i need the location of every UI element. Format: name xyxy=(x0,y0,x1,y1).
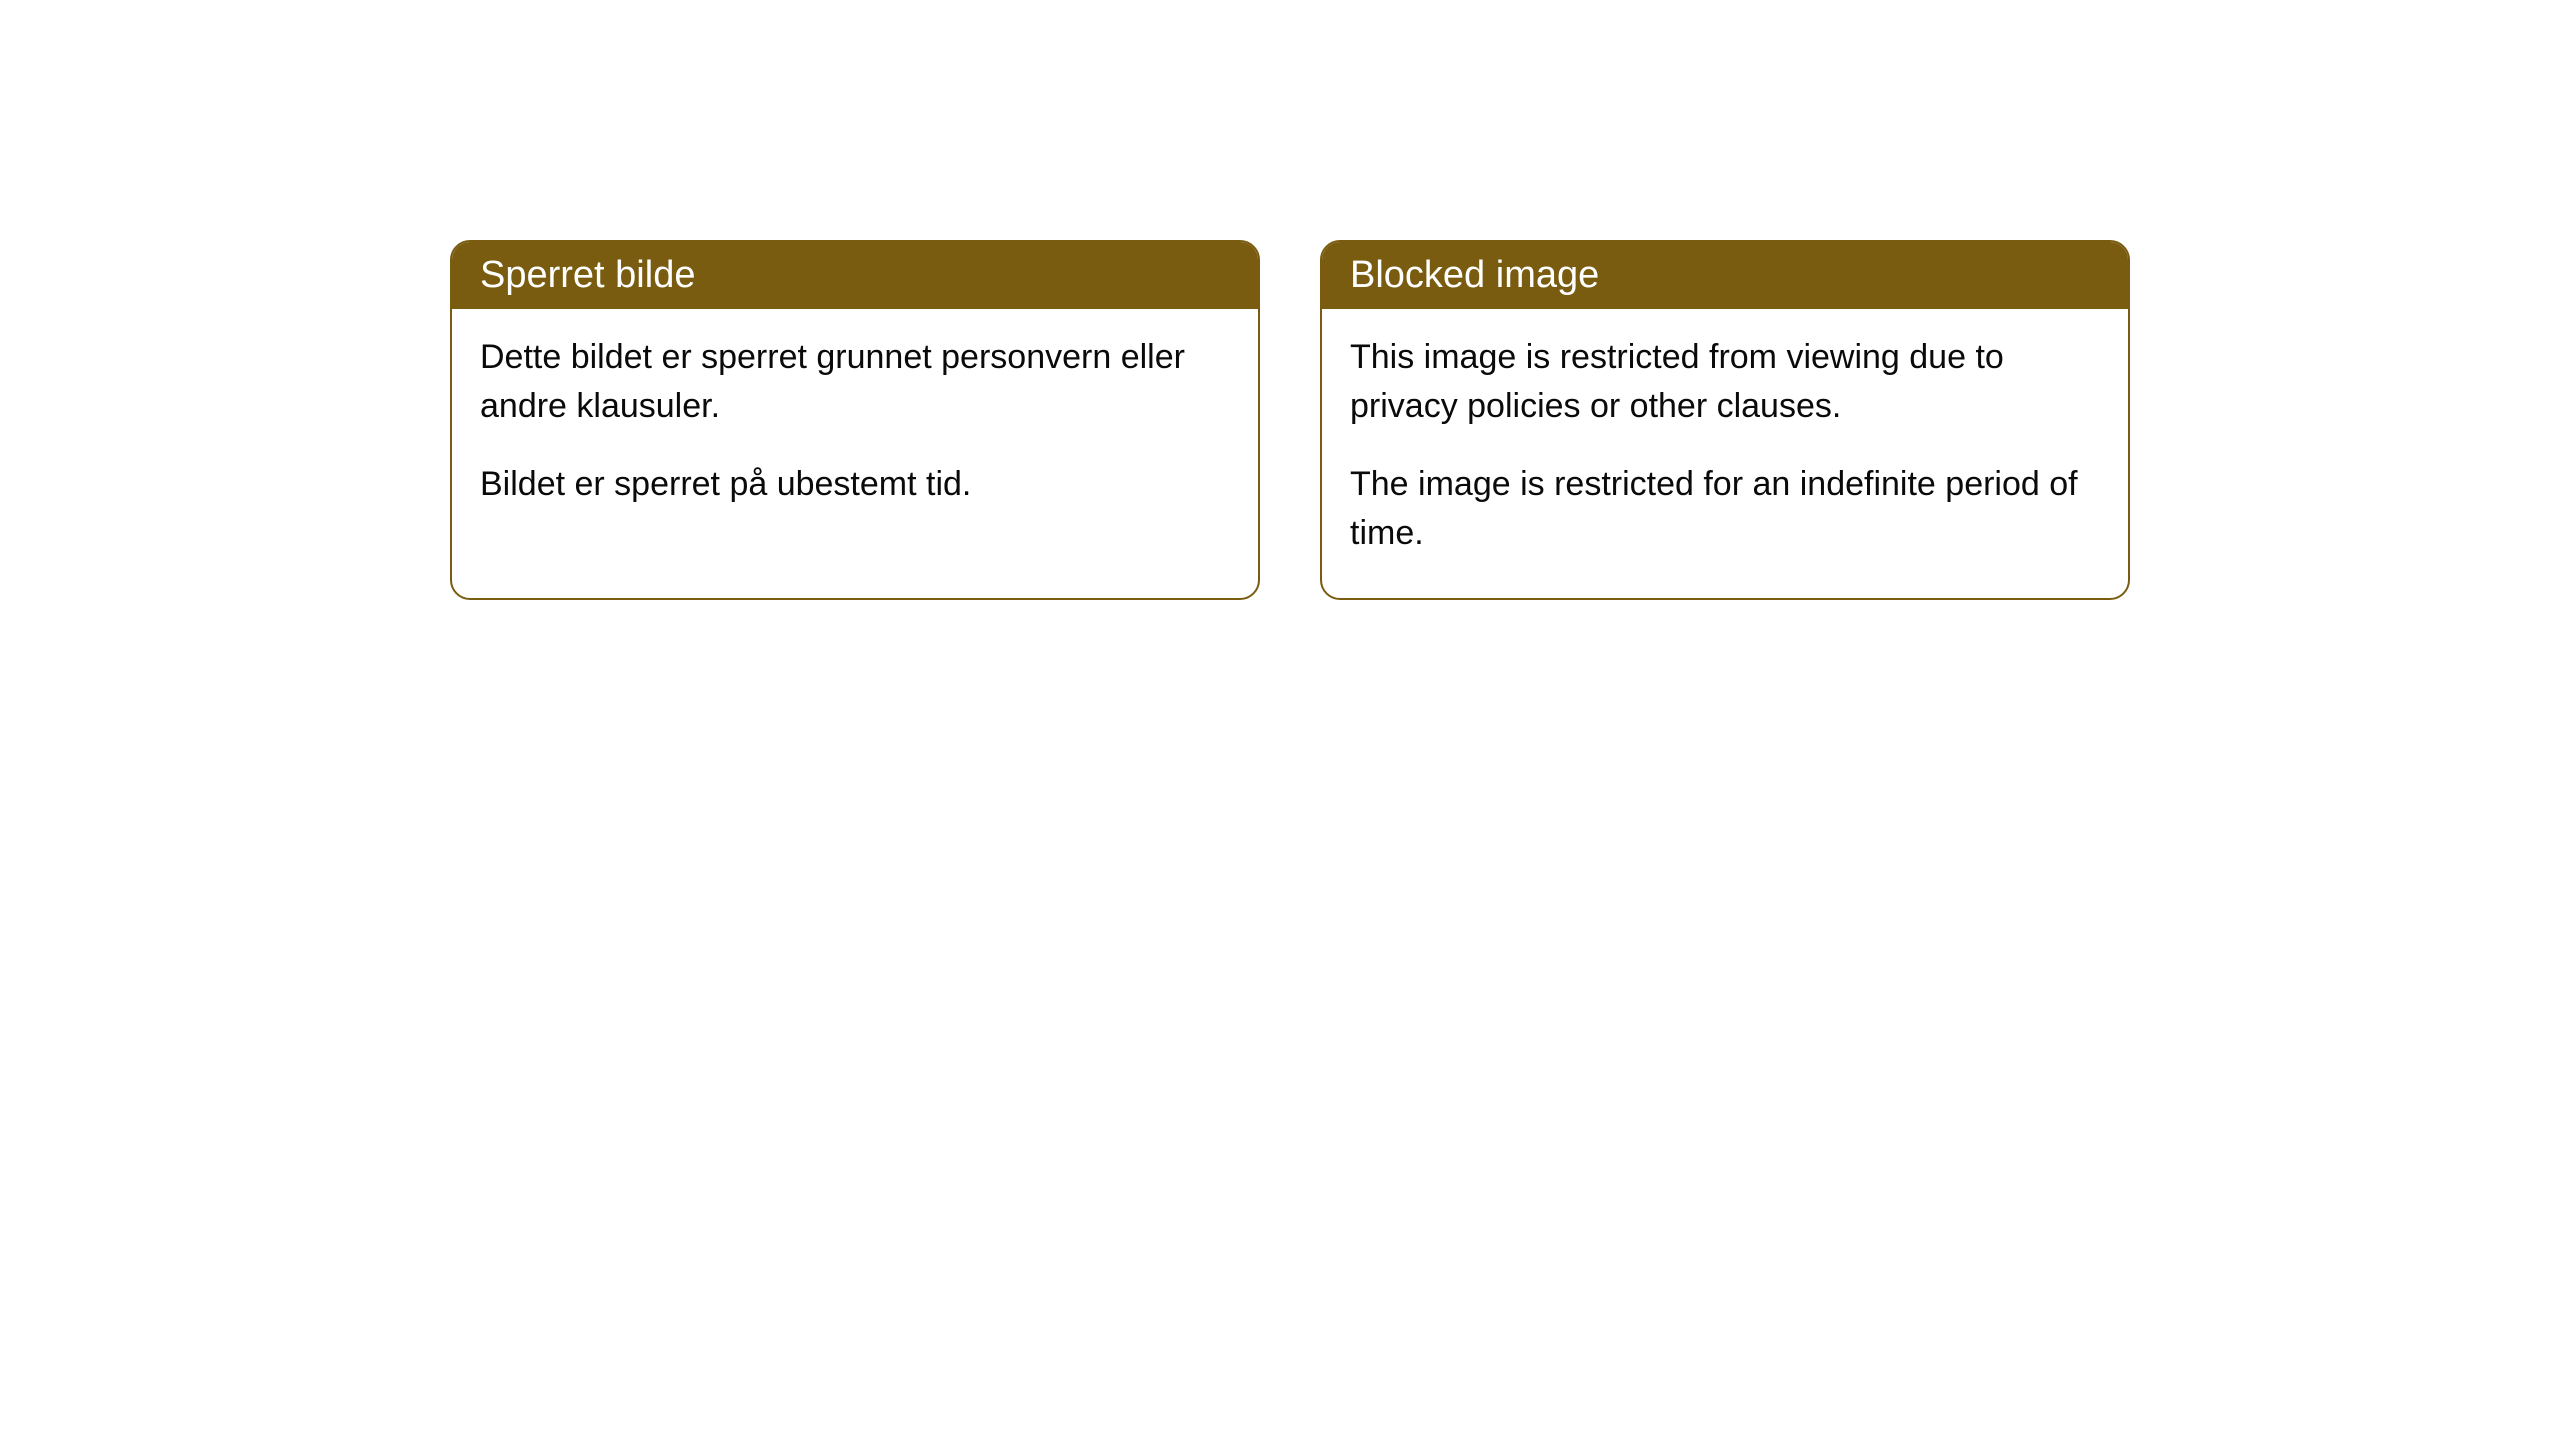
notice-paragraph: This image is restricted from viewing du… xyxy=(1350,333,2100,432)
notice-header-norwegian: Sperret bilde xyxy=(452,242,1258,309)
notice-cards-container: Sperret bilde Dette bildet er sperret gr… xyxy=(0,0,2560,600)
notice-paragraph: Bildet er sperret på ubestemt tid. xyxy=(480,460,1230,509)
notice-title: Sperret bilde xyxy=(480,254,695,296)
notice-paragraph: Dette bildet er sperret grunnet personve… xyxy=(480,333,1230,432)
notice-paragraph: The image is restricted for an indefinit… xyxy=(1350,460,2100,559)
notice-body-norwegian: Dette bildet er sperret grunnet personve… xyxy=(452,309,1258,549)
notice-header-english: Blocked image xyxy=(1322,242,2128,309)
notice-title: Blocked image xyxy=(1350,254,1599,296)
notice-body-english: This image is restricted from viewing du… xyxy=(1322,309,2128,598)
notice-card-norwegian: Sperret bilde Dette bildet er sperret gr… xyxy=(450,240,1260,600)
notice-card-english: Blocked image This image is restricted f… xyxy=(1320,240,2130,600)
